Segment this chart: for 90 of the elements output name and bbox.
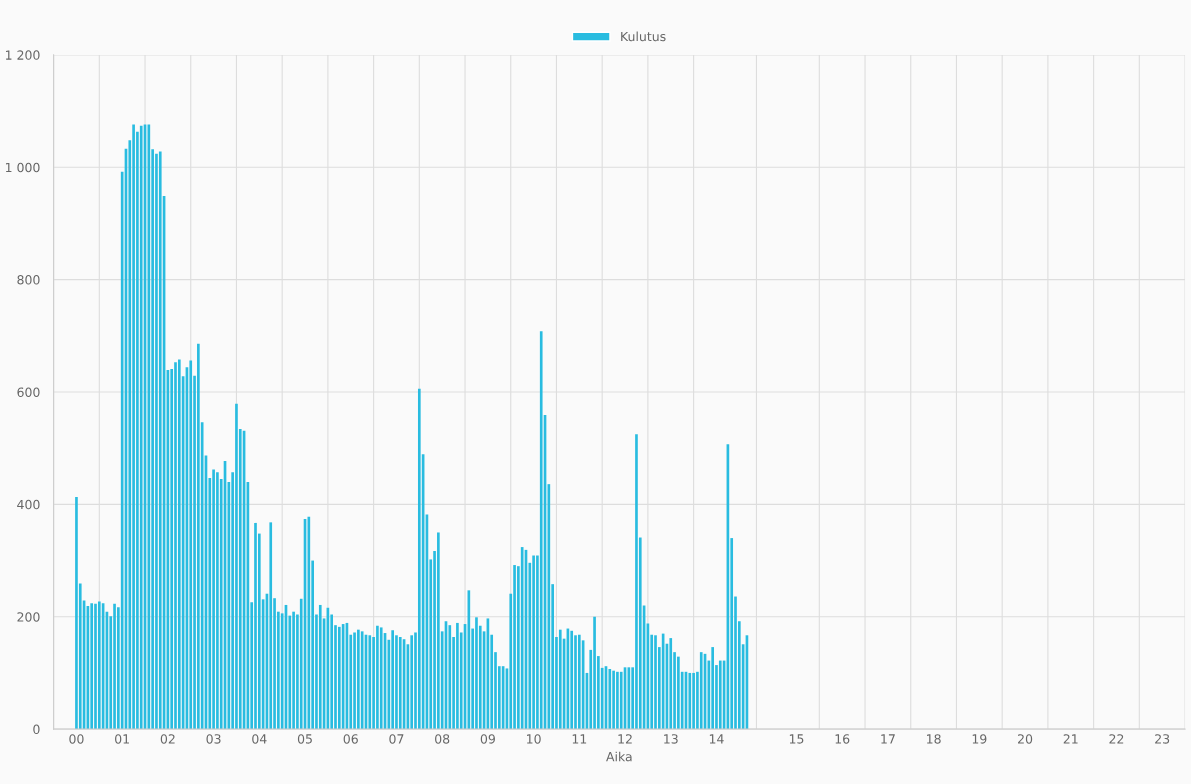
x-tick-label: 10 bbox=[527, 734, 541, 744]
y-tick-label: 1 200 bbox=[5, 50, 40, 60]
x-tick-label: 11 bbox=[572, 734, 587, 744]
x-tick-label: 22 bbox=[1109, 734, 1124, 744]
bar bbox=[692, 672, 695, 730]
bar bbox=[113, 603, 116, 730]
x-tick-label: 01 bbox=[115, 734, 129, 744]
bar bbox=[269, 522, 273, 730]
bar bbox=[677, 656, 680, 730]
bar bbox=[235, 403, 238, 730]
bar bbox=[577, 634, 581, 730]
bar bbox=[90, 603, 94, 730]
bar bbox=[718, 660, 722, 730]
x-tick-label: 21 bbox=[1063, 734, 1078, 744]
x-tick-label: 07 bbox=[389, 734, 404, 744]
bar bbox=[574, 635, 577, 730]
bar bbox=[410, 635, 414, 730]
bar bbox=[570, 630, 574, 730]
bar bbox=[139, 125, 143, 730]
x-tick-label: 19 bbox=[972, 734, 987, 744]
bar bbox=[155, 153, 158, 730]
y-tick-label: 200 bbox=[17, 612, 40, 622]
bar bbox=[216, 472, 219, 730]
bar bbox=[189, 360, 193, 730]
bar bbox=[75, 497, 78, 730]
bar bbox=[520, 547, 524, 730]
x-tick-label: 14 bbox=[709, 734, 724, 744]
x-tick-label: 08 bbox=[435, 734, 450, 744]
x-tick-label: 06 bbox=[343, 734, 358, 744]
x-tick-label: 03 bbox=[206, 734, 221, 744]
bar bbox=[353, 632, 356, 730]
x-tick-label: 02 bbox=[160, 734, 175, 744]
x-tick-label: 16 bbox=[835, 734, 850, 744]
bar bbox=[475, 617, 478, 730]
x-tick-label: 15 bbox=[789, 734, 804, 744]
bar bbox=[558, 629, 562, 730]
bar bbox=[539, 331, 543, 730]
bar bbox=[532, 555, 535, 730]
x-tick-label: 04 bbox=[252, 734, 267, 744]
bar bbox=[318, 604, 322, 730]
bar bbox=[292, 611, 295, 730]
x-tick-label: 09 bbox=[480, 734, 495, 744]
bar bbox=[368, 635, 372, 730]
y-tick-label: 0 bbox=[33, 724, 40, 735]
bar bbox=[94, 603, 97, 730]
y-tick-label: 1 000 bbox=[5, 162, 40, 173]
legend-label: Kulutus bbox=[621, 31, 666, 42]
x-tick-label: 05 bbox=[297, 734, 312, 744]
bar bbox=[132, 124, 135, 730]
bar bbox=[212, 469, 215, 730]
y-tick-label: 600 bbox=[17, 387, 40, 397]
x-tick-label: 13 bbox=[664, 734, 678, 744]
bar bbox=[612, 670, 615, 730]
x-tick-label: 00 bbox=[69, 734, 84, 744]
bar bbox=[177, 359, 181, 730]
bar bbox=[699, 652, 703, 730]
bar bbox=[513, 565, 516, 730]
bar bbox=[448, 625, 452, 730]
x-axis-title: Aika bbox=[606, 751, 632, 762]
bar bbox=[357, 629, 360, 730]
bar bbox=[398, 636, 402, 730]
bar bbox=[456, 622, 459, 730]
bar bbox=[337, 626, 341, 730]
bar bbox=[437, 532, 440, 730]
bar bbox=[608, 669, 612, 730]
y-tick-label: 400 bbox=[17, 499, 40, 510]
bar bbox=[417, 388, 421, 730]
bar bbox=[688, 672, 692, 730]
bar bbox=[616, 671, 619, 730]
x-tick-label: 20 bbox=[1018, 734, 1033, 744]
bar bbox=[669, 638, 673, 730]
x-tick-label: 18 bbox=[927, 734, 941, 744]
bar bbox=[391, 630, 394, 730]
bar bbox=[97, 601, 101, 730]
bar bbox=[254, 522, 257, 730]
bar bbox=[197, 343, 200, 730]
bar bbox=[654, 635, 657, 730]
bar bbox=[635, 434, 638, 730]
x-tick-label: 12 bbox=[618, 734, 632, 744]
y-tick-label: 800 bbox=[17, 275, 40, 285]
bar bbox=[711, 647, 714, 730]
bar bbox=[158, 151, 162, 730]
bar bbox=[593, 616, 596, 730]
bar bbox=[379, 627, 383, 730]
bar bbox=[376, 625, 379, 730]
bar bbox=[360, 631, 364, 730]
bar bbox=[174, 362, 177, 730]
bar bbox=[619, 671, 623, 730]
x-tick-label: 17 bbox=[881, 734, 895, 744]
x-tick-label: 23 bbox=[1155, 734, 1170, 744]
